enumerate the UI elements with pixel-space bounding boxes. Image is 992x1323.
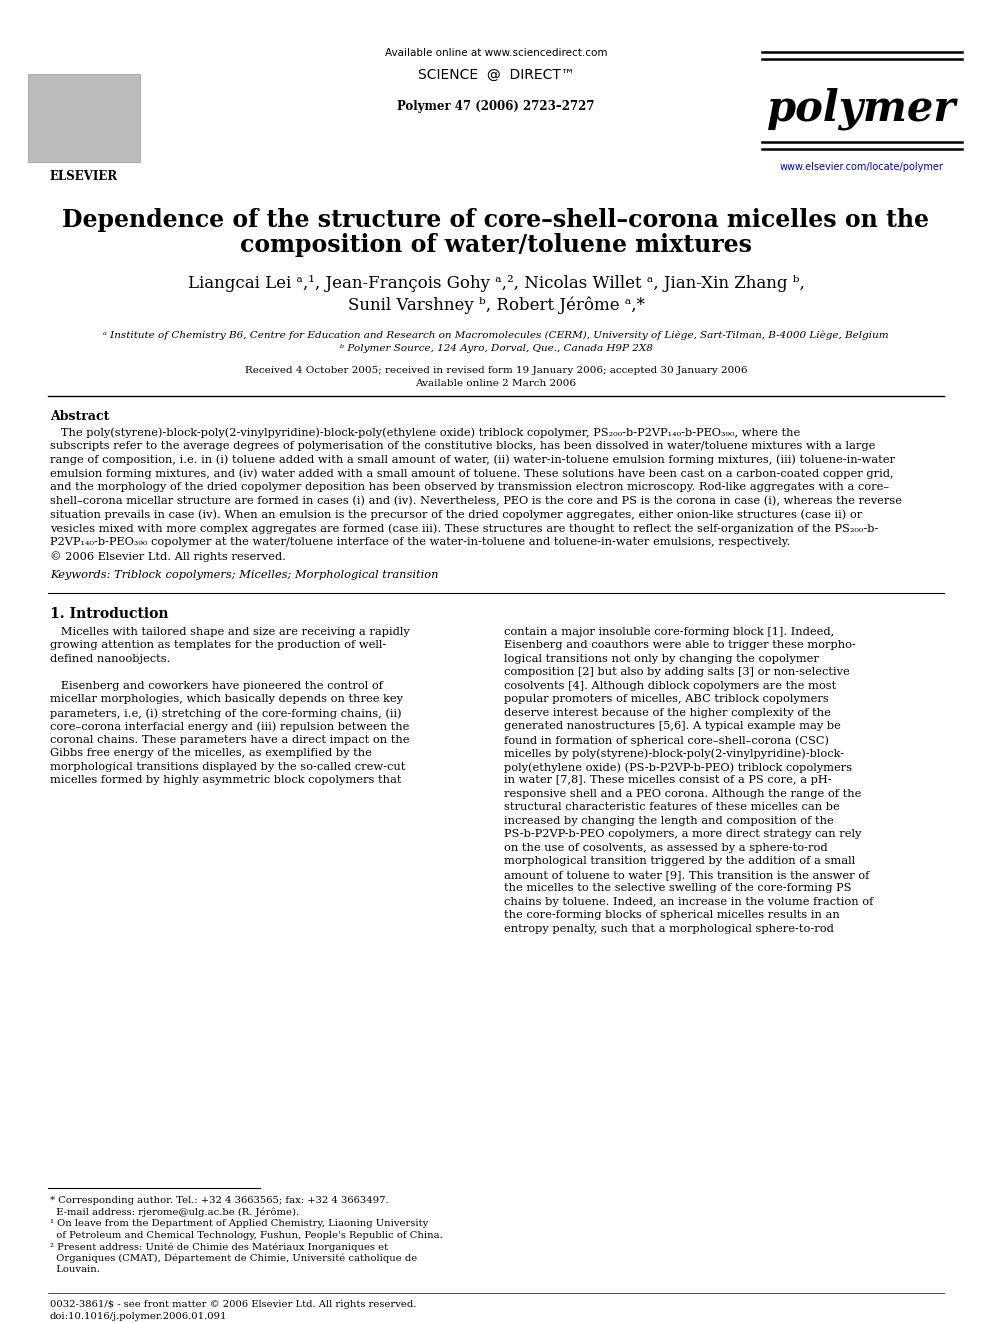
Text: P2VP₁₄₀-b-PEO₃₉₀ copolymer at the water/toluene interface of the water-in-toluen: P2VP₁₄₀-b-PEO₃₉₀ copolymer at the water/… [50, 537, 791, 548]
Text: chains by toluene. Indeed, an increase in the volume fraction of: chains by toluene. Indeed, an increase i… [504, 897, 873, 908]
Text: morphological transitions displayed by the so-called crew-cut: morphological transitions displayed by t… [50, 762, 406, 773]
Text: micelles formed by highly asymmetric block copolymers that: micelles formed by highly asymmetric blo… [50, 775, 402, 786]
Text: Gibbs free energy of the micelles, as exemplified by the: Gibbs free energy of the micelles, as ex… [50, 749, 372, 758]
Text: Dependence of the structure of core–shell–corona micelles on the: Dependence of the structure of core–shel… [62, 208, 930, 232]
Text: of Petroleum and Chemical Technology, Fushun, People's Republic of China.: of Petroleum and Chemical Technology, Fu… [50, 1230, 442, 1240]
Text: Available online 2 March 2006: Available online 2 March 2006 [416, 378, 576, 388]
Text: deserve interest because of the higher complexity of the: deserve interest because of the higher c… [504, 708, 831, 718]
Text: Received 4 October 2005; received in revised form 19 January 2006; accepted 30 J: Received 4 October 2005; received in rev… [245, 366, 747, 374]
Text: coronal chains. These parameters have a direct impact on the: coronal chains. These parameters have a … [50, 736, 410, 745]
Text: structural characteristic features of these micelles can be: structural characteristic features of th… [504, 803, 840, 812]
Text: 1. Introduction: 1. Introduction [50, 607, 169, 620]
Text: subscripts refer to the average degrees of polymerisation of the constitutive bl: subscripts refer to the average degrees … [50, 441, 875, 451]
Text: The poly(styrene)-block-poly(2-vinylpyridine)-block-poly(ethylene oxide) tribloc: The poly(styrene)-block-poly(2-vinylpyri… [50, 427, 801, 438]
Text: contain a major insoluble core-forming block [1]. Indeed,: contain a major insoluble core-forming b… [504, 627, 834, 636]
Text: composition [2] but also by adding salts [3] or non-selective: composition [2] but also by adding salts… [504, 668, 850, 677]
Text: polymer: polymer [768, 89, 956, 131]
Text: defined nanoobjects.: defined nanoobjects. [50, 654, 171, 664]
Text: composition of water/toluene mixtures: composition of water/toluene mixtures [240, 233, 752, 257]
Text: entropy penalty, such that a morphological sphere-to-rod: entropy penalty, such that a morphologic… [504, 923, 834, 934]
Text: growing attention as templates for the production of well-: growing attention as templates for the p… [50, 640, 386, 651]
Text: PS-b-P2VP-b-PEO copolymers, a more direct strategy can rely: PS-b-P2VP-b-PEO copolymers, a more direc… [504, 830, 861, 840]
Text: Keywords: Triblock copolymers; Micelles; Morphological transition: Keywords: Triblock copolymers; Micelles;… [50, 570, 438, 579]
Text: responsive shell and a PEO corona. Although the range of the: responsive shell and a PEO corona. Altho… [504, 789, 861, 799]
Text: core–corona interfacial energy and (iii) repulsion between the: core–corona interfacial energy and (iii)… [50, 721, 410, 732]
Text: www.elsevier.com/locate/polymer: www.elsevier.com/locate/polymer [780, 161, 944, 172]
Text: Organiques (CMAT), Département de Chimie, Université catholique de: Organiques (CMAT), Département de Chimie… [50, 1253, 418, 1263]
Text: Eisenberg and coauthors were able to trigger these morpho-: Eisenberg and coauthors were able to tri… [504, 640, 856, 651]
Text: emulsion forming mixtures, and (iv) water added with a small amount of toluene. : emulsion forming mixtures, and (iv) wate… [50, 468, 894, 479]
Text: Sunil Varshney ᵇ, Robert Jérôme ᵃ,*: Sunil Varshney ᵇ, Robert Jérôme ᵃ,* [347, 296, 645, 314]
Text: E-mail address: rjerome@ulg.ac.be (R. Jérôme).: E-mail address: rjerome@ulg.ac.be (R. Jé… [50, 1208, 300, 1217]
Text: on the use of cosolvents, as assessed by a sphere-to-rod: on the use of cosolvents, as assessed by… [504, 843, 827, 853]
Text: and the morphology of the dried copolymer deposition has been observed by transm: and the morphology of the dried copolyme… [50, 482, 889, 492]
Text: cosolvents [4]. Although diblock copolymers are the most: cosolvents [4]. Although diblock copolym… [504, 681, 836, 691]
Text: popular promoters of micelles, ABC triblock copolymers: popular promoters of micelles, ABC tribl… [504, 695, 828, 705]
Text: range of composition, i.e. in (i) toluene added with a small amount of water, (i: range of composition, i.e. in (i) toluen… [50, 455, 895, 466]
Text: the micelles to the selective swelling of the core-forming PS: the micelles to the selective swelling o… [504, 884, 851, 893]
Text: Eisenberg and coworkers have pioneered the control of: Eisenberg and coworkers have pioneered t… [50, 681, 383, 691]
Bar [28, 74, 140, 161]
Text: Louvain.: Louvain. [50, 1265, 100, 1274]
Text: micellar morphologies, which basically depends on three key: micellar morphologies, which basically d… [50, 695, 403, 705]
Text: morphological transition triggered by the addition of a small: morphological transition triggered by th… [504, 856, 855, 867]
Text: increased by changing the length and composition of the: increased by changing the length and com… [504, 816, 833, 826]
Text: parameters, i.e, (i) stretching of the core-forming chains, (ii): parameters, i.e, (i) stretching of the c… [50, 708, 402, 718]
Text: amount of toluene to water [9]. This transition is the answer of: amount of toluene to water [9]. This tra… [504, 871, 869, 880]
Text: vesicles mixed with more complex aggregates are formed (case iii). These structu: vesicles mixed with more complex aggrega… [50, 524, 878, 534]
Text: 0032-3861/$ - see front matter © 2006 Elsevier Ltd. All rights reserved.: 0032-3861/$ - see front matter © 2006 El… [50, 1301, 417, 1308]
Text: the core-forming blocks of spherical micelles results in an: the core-forming blocks of spherical mic… [504, 910, 840, 921]
Text: Abstract: Abstract [50, 410, 109, 423]
Text: ¹ On leave from the Department of Applied Chemistry, Liaoning University: ¹ On leave from the Department of Applie… [50, 1218, 429, 1228]
Text: Micelles with tailored shape and size are receiving a rapidly: Micelles with tailored shape and size ar… [50, 627, 410, 636]
Text: logical transitions not only by changing the copolymer: logical transitions not only by changing… [504, 654, 818, 664]
Text: SCIENCE  @  DIRECT™: SCIENCE @ DIRECT™ [418, 67, 574, 82]
Text: * Corresponding author. Tel.: +32 4 3663565; fax: +32 4 3663497.: * Corresponding author. Tel.: +32 4 3663… [50, 1196, 389, 1205]
Text: © 2006 Elsevier Ltd. All rights reserved.: © 2006 Elsevier Ltd. All rights reserved… [50, 552, 286, 562]
Text: generated nanostructures [5,6]. A typical example may be: generated nanostructures [5,6]. A typica… [504, 721, 841, 732]
Text: ᵃ Institute of Chemistry B6, Centre for Education and Research on Macromolecules: ᵃ Institute of Chemistry B6, Centre for … [103, 329, 889, 340]
Text: ² Present address: Unité de Chimie des Matériaux Inorganiques et: ² Present address: Unité de Chimie des M… [50, 1242, 388, 1252]
Text: micelles by poly(styrene)-block-poly(2-vinylpyridine)-block-: micelles by poly(styrene)-block-poly(2-v… [504, 749, 844, 759]
Text: found in formation of spherical core–shell–corona (CSC): found in formation of spherical core–she… [504, 736, 829, 746]
Text: poly(ethylene oxide) (PS-b-P2VP-b-PEO) triblock copolymers: poly(ethylene oxide) (PS-b-P2VP-b-PEO) t… [504, 762, 852, 773]
Text: ᵇ Polymer Source, 124 Ayro, Dorval, Que., Canada H9P 2X8: ᵇ Polymer Source, 124 Ayro, Dorval, Que.… [339, 344, 653, 353]
Text: doi:10.1016/j.polymer.2006.01.091: doi:10.1016/j.polymer.2006.01.091 [50, 1312, 227, 1320]
Text: shell–corona micellar structure are formed in cases (i) and (iv). Nevertheless, : shell–corona micellar structure are form… [50, 496, 902, 507]
Text: ELSEVIER: ELSEVIER [50, 169, 118, 183]
Text: Available online at www.sciencedirect.com: Available online at www.sciencedirect.co… [385, 48, 607, 58]
Text: situation prevails in case (iv). When an emulsion is the precursor of the dried : situation prevails in case (iv). When an… [50, 509, 862, 520]
Text: Polymer 47 (2006) 2723–2727: Polymer 47 (2006) 2723–2727 [397, 101, 595, 112]
Text: Liangcai Lei ᵃ,¹, Jean-François Gohy ᵃ,², Nicolas Willet ᵃ, Jian-Xin Zhang ᵇ,: Liangcai Lei ᵃ,¹, Jean-François Gohy ᵃ,²… [187, 275, 805, 292]
Text: in water [7,8]. These micelles consist of a PS core, a pH-: in water [7,8]. These micelles consist o… [504, 775, 831, 786]
